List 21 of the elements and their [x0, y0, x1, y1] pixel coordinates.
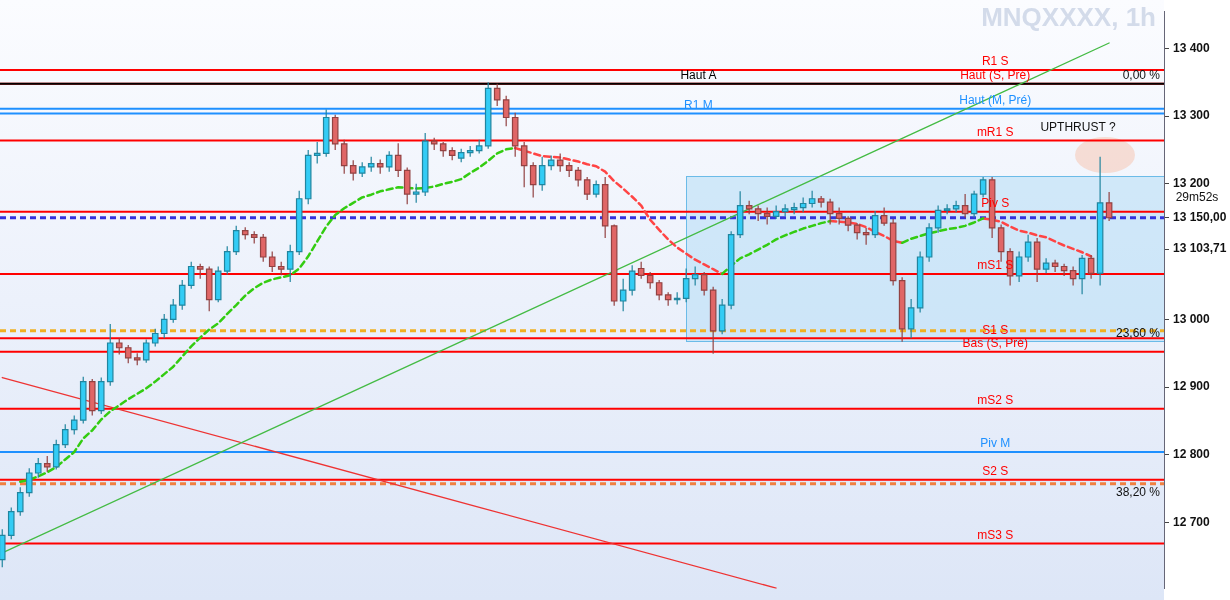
ref-line-label: mR1 S [976, 124, 1014, 139]
y-tick-label: 13 103,71 [1173, 241, 1227, 256]
ref-line-label: Haut A [680, 67, 717, 82]
y-tick-label: 13 400 [1173, 40, 1211, 55]
y-tick-label: 12 900 [1173, 379, 1211, 394]
ref-line-label: Haut (M, Pré) [959, 93, 1032, 108]
annotation: UPTHRUST ? [1040, 119, 1116, 134]
y-tick-label: 12 700 [1173, 514, 1211, 529]
text: 29m52s [1175, 189, 1219, 204]
ref-line-label: R1 S [981, 54, 1009, 69]
ref-line-label: Piv M [980, 436, 1011, 451]
text: 38,20 % [1115, 484, 1161, 499]
y-tick-label: 13 150,00 [1173, 210, 1227, 225]
y-tick-label: 12 800 [1173, 447, 1211, 462]
ref-line-label: mS2 S [977, 392, 1014, 407]
y-tick-label: 13 200 [1173, 176, 1211, 191]
y-tick-label: 13 300 [1173, 108, 1211, 123]
text: 0,00 % [1122, 67, 1161, 82]
ref-line-label: mS3 S [977, 527, 1014, 542]
ref-line-label: S2 S [982, 464, 1009, 479]
y-tick-label: 13 000 [1173, 311, 1211, 326]
